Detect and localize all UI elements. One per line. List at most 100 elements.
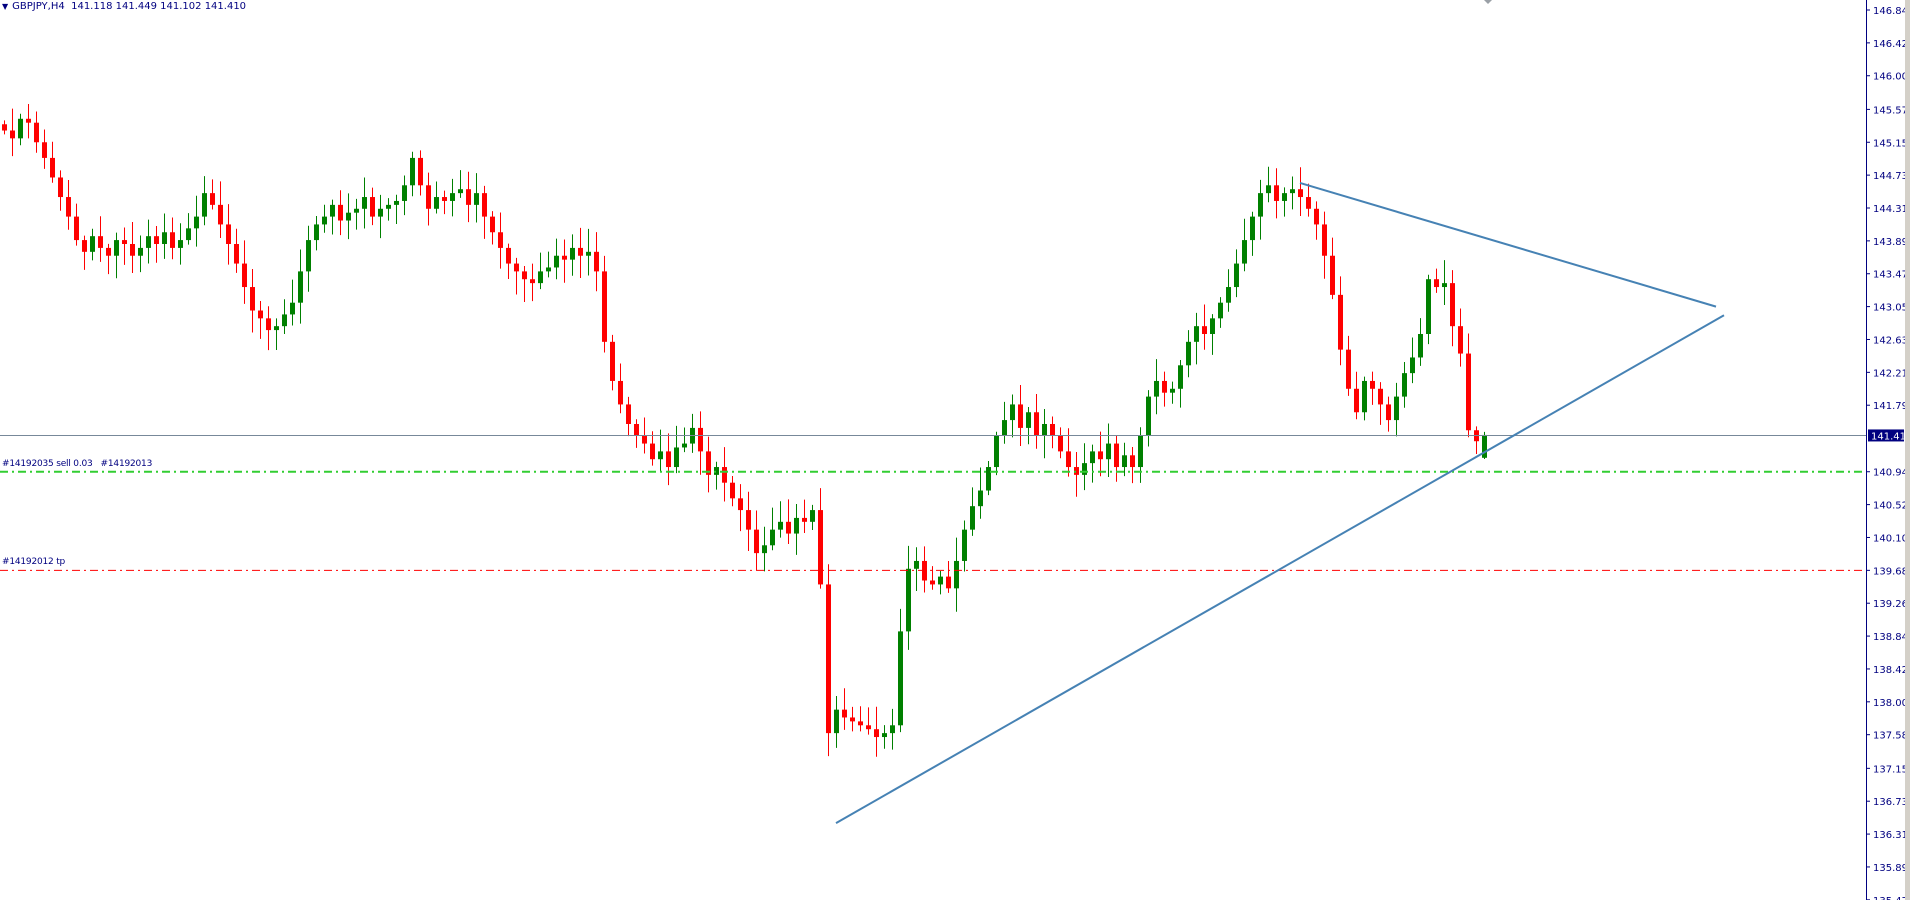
- candle-bear: [50, 157, 55, 178]
- candle-bear: [490, 216, 495, 233]
- candle-bear: [250, 287, 255, 311]
- candle-bull: [458, 189, 463, 194]
- candle-bear: [1050, 423, 1055, 436]
- candle-bear: [946, 576, 951, 589]
- sell-order-labels: #14192035 sell 0.03 #14192013: [2, 459, 152, 469]
- candle-bear: [738, 498, 743, 511]
- candle-bull: [1082, 463, 1087, 475]
- candle-bull: [314, 224, 319, 241]
- candle-bear: [578, 247, 583, 256]
- candle-bear: [602, 271, 607, 342]
- candle-bear: [10, 130, 15, 139]
- candle-bull: [794, 517, 799, 534]
- shift-marker-icon[interactable]: [1484, 0, 1492, 4]
- candle-bear: [1466, 353, 1471, 431]
- current-price-label: 141.410: [1871, 431, 1910, 442]
- candle-bull: [1482, 434, 1487, 458]
- candle-bull: [538, 271, 543, 284]
- axis-tick-label: 143.050: [1873, 303, 1910, 314]
- candle-bull: [1234, 263, 1239, 288]
- candle-bear: [1074, 467, 1079, 475]
- candle-bear: [466, 189, 471, 205]
- candle-bull: [1178, 365, 1183, 389]
- axis-tick-label: 146.000: [1873, 72, 1910, 83]
- candle-bull: [714, 467, 719, 475]
- candle-bull: [994, 435, 999, 468]
- candle-bull: [1242, 240, 1247, 264]
- candle-bear: [1306, 197, 1311, 209]
- candle-bear: [610, 341, 615, 381]
- candle-bear: [698, 427, 703, 452]
- dropdown-triangle-icon[interactable]: ▼: [2, 2, 9, 11]
- candle-bull: [1090, 451, 1095, 464]
- axis-tick-label: 145.570: [1873, 105, 1910, 116]
- candle-bull: [114, 240, 119, 256]
- axis-tick-label: 142.630: [1873, 335, 1910, 346]
- axis-tick-label: 144.310: [1873, 204, 1910, 215]
- candle-bull: [202, 193, 207, 217]
- trendline[interactable]: [835, 314, 1725, 824]
- candle-bull: [882, 733, 887, 738]
- candle-bear: [626, 404, 631, 424]
- candle-bear: [234, 243, 239, 264]
- candle-bull: [834, 709, 839, 734]
- candle-bear: [786, 521, 791, 534]
- candle-bull: [546, 267, 551, 272]
- candle-bull: [810, 510, 815, 522]
- axis-tick-label: 140.100: [1873, 533, 1910, 544]
- price-axis: 146.840 146.420 146.000 145.570 145.150 144.7…: [1866, 6, 1910, 900]
- candle-bull: [90, 236, 95, 252]
- candle-bull: [970, 506, 975, 530]
- candle-bear: [506, 247, 511, 264]
- candle-bull: [1418, 333, 1423, 358]
- candle-bull: [322, 216, 327, 225]
- trendline[interactable]: [1299, 181, 1717, 308]
- axis-tick-label: 138.840: [1873, 632, 1910, 643]
- candle-bear: [1322, 224, 1327, 256]
- axis-tick-label: 137.580: [1873, 731, 1910, 742]
- candle-bull: [306, 240, 311, 272]
- candle-bull: [1282, 193, 1287, 201]
- candle-bear: [874, 729, 879, 738]
- candle-bear: [2, 124, 7, 131]
- candle-bear: [754, 529, 759, 554]
- candle-bear: [706, 451, 711, 475]
- candle-bear: [930, 580, 935, 585]
- candle-bull: [18, 118, 23, 139]
- candle-bull: [1410, 357, 1415, 374]
- candle-bull: [1138, 435, 1143, 468]
- axis-tick-label: 135.890: [1873, 863, 1910, 874]
- candle-bull: [586, 251, 591, 256]
- candle-bull: [554, 255, 559, 268]
- axis-tick-label: 136.310: [1873, 830, 1910, 841]
- candle-bull: [1042, 423, 1047, 436]
- candle-bull: [346, 212, 351, 221]
- candle-bull: [1290, 189, 1295, 194]
- window-border: [1905, 0, 1910, 900]
- candle-bear: [218, 204, 223, 225]
- candle-bear: [730, 482, 735, 499]
- candle-bear: [1034, 412, 1039, 436]
- candle-bull: [1226, 287, 1231, 303]
- candle-bull: [986, 467, 991, 491]
- axis-tick-label: 141.790: [1873, 401, 1910, 412]
- axis-tick-label: 136.730: [1873, 797, 1910, 808]
- candle-bear: [1162, 380, 1167, 393]
- candle-bear: [242, 263, 247, 288]
- candle-bear: [666, 451, 671, 468]
- candle-bull: [658, 451, 663, 460]
- candle-bull: [386, 204, 391, 209]
- candle-bear: [266, 318, 271, 331]
- candle-bear: [634, 423, 639, 436]
- chart-title: ▼ GBPJPY,H4 141.118 141.449 141.102 141.4…: [2, 1, 246, 12]
- candle-bull: [1170, 388, 1175, 393]
- candle-bull: [178, 240, 183, 248]
- candle-bull: [162, 232, 167, 244]
- axis-tick-label: 144.730: [1873, 171, 1910, 182]
- current-price-box: [1868, 429, 1904, 442]
- candle-bear: [530, 279, 535, 284]
- candle-bear: [858, 721, 863, 726]
- sell-order-label: #14192035 sell 0.03: [2, 458, 93, 469]
- candle-bear: [802, 517, 807, 522]
